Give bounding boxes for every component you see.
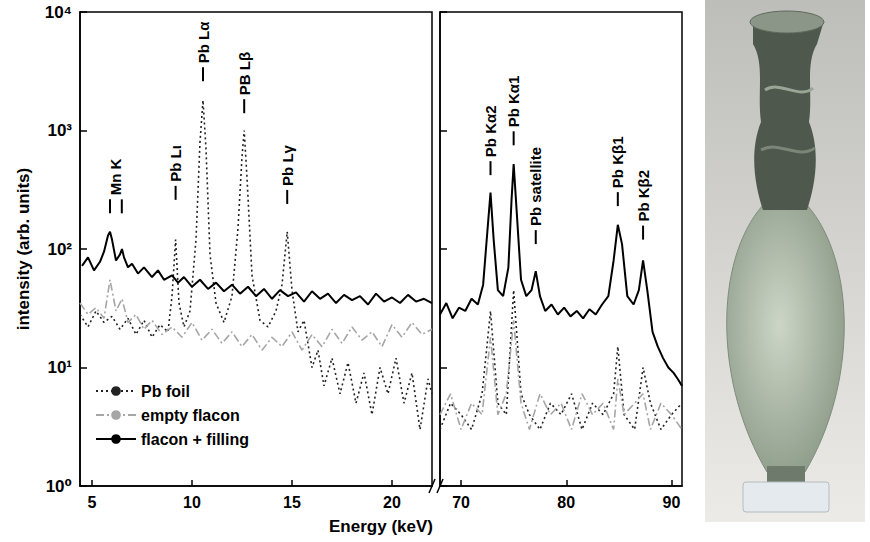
svg-text:10²: 10² [47, 240, 72, 259]
svg-text:PB Lβ: PB Lβ [236, 52, 253, 95]
svg-text:10³: 10³ [47, 121, 72, 140]
svg-text:Pb Lγ: Pb Lγ [279, 144, 296, 185]
svg-text:Pb Kβ2: Pb Kβ2 [635, 170, 652, 222]
svg-text:Pb Lα: Pb Lα [195, 21, 212, 63]
svg-text:70: 70 [452, 494, 470, 511]
svg-text:20: 20 [383, 494, 401, 511]
svg-text:5: 5 [88, 494, 97, 511]
svg-text:15: 15 [283, 494, 301, 511]
svg-text:90: 90 [663, 494, 681, 511]
svg-text:Pb Lι: Pb Lι [167, 145, 184, 182]
svg-text:Pb Kβ1: Pb Kβ1 [609, 136, 626, 188]
svg-text:Mn K: Mn K [107, 159, 124, 196]
svg-text:10¹: 10¹ [47, 358, 72, 377]
svg-text:intensity (arb. units): intensity (arb. units) [14, 168, 33, 330]
svg-text:Pb satellite: Pb satellite [527, 147, 544, 226]
svg-text:empty flacon: empty flacon [141, 407, 240, 424]
svg-text:10⁴: 10⁴ [45, 3, 72, 22]
svg-text:Energy (keV): Energy (keV) [329, 517, 433, 536]
svg-text:10: 10 [183, 494, 201, 511]
svg-text:Pb Kα1: Pb Kα1 [505, 76, 522, 128]
svg-text:flacon + filling: flacon + filling [141, 431, 249, 448]
svg-text:10⁰: 10⁰ [46, 477, 72, 496]
svg-text:Pb Kα2: Pb Kα2 [482, 105, 499, 157]
svg-text:Pb foil: Pb foil [141, 383, 190, 400]
svg-text:80: 80 [557, 494, 575, 511]
